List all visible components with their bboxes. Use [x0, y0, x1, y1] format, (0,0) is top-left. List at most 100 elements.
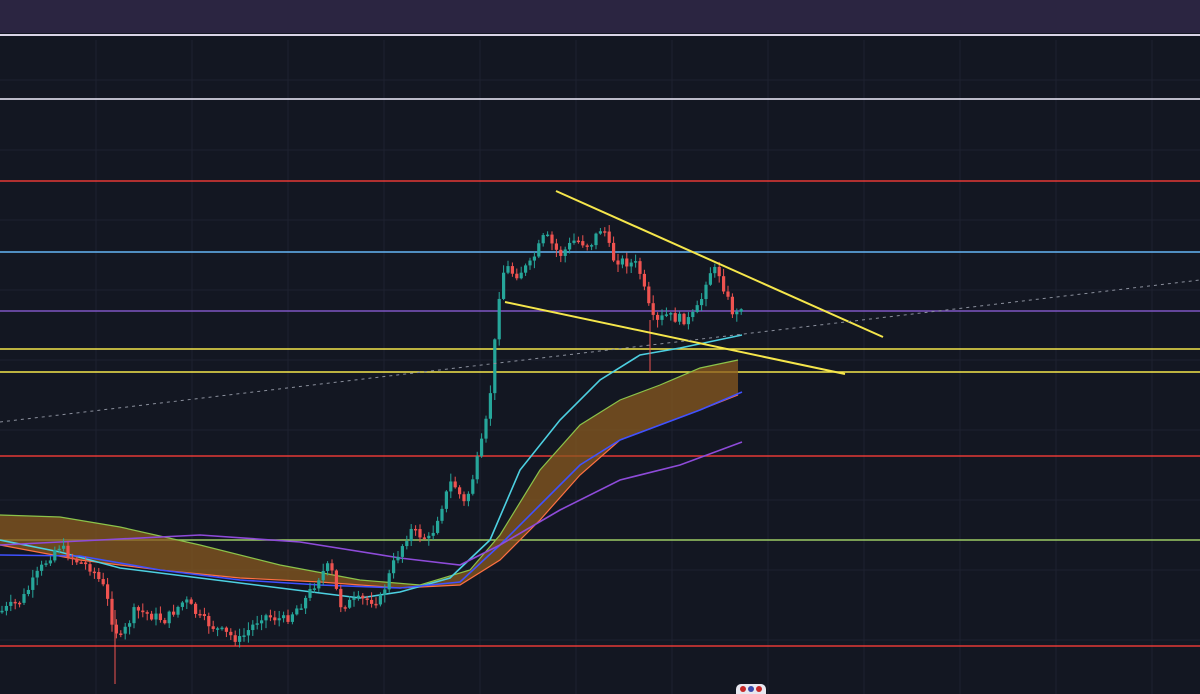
- candle-up: [62, 545, 66, 549]
- candle-up: [704, 284, 708, 300]
- candle-up: [678, 313, 682, 322]
- candle-up: [185, 599, 189, 603]
- candle-up: [383, 589, 387, 595]
- candle-down: [198, 613, 202, 616]
- candle-up: [154, 613, 158, 620]
- candle-down: [722, 276, 726, 292]
- candle-up: [466, 493, 470, 502]
- candle-up: [664, 314, 668, 316]
- candle-down: [202, 614, 206, 617]
- candle-up: [220, 627, 224, 630]
- candle-up: [308, 588, 312, 598]
- candle-up: [537, 243, 541, 257]
- candle-up: [686, 317, 690, 325]
- candle-down: [97, 572, 101, 580]
- candle-up: [519, 272, 523, 279]
- candle-down: [554, 243, 558, 250]
- candle-down: [88, 564, 92, 572]
- candle-up: [594, 233, 598, 246]
- candle-up: [277, 618, 281, 621]
- candle-down: [70, 557, 74, 560]
- candle-down: [158, 613, 162, 621]
- candle-down: [726, 291, 730, 297]
- candle-up: [128, 623, 132, 627]
- candle-up: [634, 261, 638, 263]
- candle-up: [475, 456, 479, 480]
- candle-up: [312, 588, 316, 590]
- candle-up: [242, 635, 246, 637]
- candle-down: [339, 588, 343, 608]
- candle-up: [180, 602, 184, 607]
- candle-down: [163, 620, 167, 624]
- flag-badge-icon[interactable]: [736, 684, 766, 694]
- candle-up: [392, 560, 396, 574]
- horizontal-levels: [0, 98, 1200, 647]
- candle-down: [607, 231, 611, 243]
- candle-up: [35, 570, 39, 578]
- candle-down: [370, 599, 374, 604]
- candle-down: [110, 598, 114, 625]
- moving-average-line-2: [0, 391, 743, 589]
- candle-down: [458, 487, 462, 495]
- candle-up: [405, 541, 409, 547]
- candle-up: [326, 563, 330, 571]
- candle-down: [119, 633, 123, 635]
- candle-up: [691, 311, 695, 318]
- grid-layer: [0, 40, 1200, 694]
- candle-up: [22, 594, 26, 603]
- candle-up: [528, 260, 532, 266]
- candle-down: [585, 245, 589, 247]
- candle-down: [101, 579, 105, 585]
- candle-up: [4, 605, 8, 611]
- candle-down: [510, 266, 514, 274]
- candle-up: [264, 615, 268, 621]
- candle-down: [136, 607, 140, 611]
- candle-up: [449, 481, 453, 492]
- candle-up: [282, 615, 286, 619]
- candle-down: [612, 242, 616, 261]
- candle-down: [268, 615, 272, 618]
- candle-down: [84, 562, 88, 565]
- candle-up: [590, 245, 594, 247]
- candle-up: [317, 580, 321, 589]
- candle-up: [321, 570, 325, 581]
- candle-up: [176, 606, 180, 615]
- candle-down: [224, 627, 228, 632]
- candle-up: [713, 266, 717, 274]
- moving-averages: [0, 334, 743, 599]
- candle-down: [150, 613, 154, 620]
- ma-cloud-top-edge: [0, 359, 739, 586]
- flag-dot-icon: [740, 686, 746, 692]
- candle-up: [708, 273, 712, 285]
- candle-up: [167, 611, 171, 624]
- candle-down: [172, 611, 176, 615]
- candle-up: [57, 548, 61, 551]
- candle-down: [211, 626, 215, 629]
- candle-down: [638, 261, 642, 274]
- candle-down: [145, 612, 149, 614]
- candle-down: [682, 313, 686, 325]
- candle-down: [365, 598, 369, 600]
- candle-up: [444, 491, 448, 509]
- trendlines: [0, 190, 1200, 423]
- candle-down: [330, 563, 334, 571]
- candle-down: [673, 313, 677, 322]
- candle-up: [40, 564, 44, 571]
- candle-up: [669, 313, 673, 315]
- candle-down: [141, 610, 145, 613]
- candle-down: [462, 494, 466, 502]
- candle-down: [656, 314, 660, 320]
- candles: [0, 225, 743, 684]
- candle-down: [651, 303, 655, 315]
- top-banner-border: [0, 34, 1200, 36]
- candle-down: [730, 296, 734, 315]
- candle-down: [106, 584, 110, 599]
- candle-up: [295, 608, 299, 615]
- wedge-trendline: [504, 301, 846, 375]
- candle-up: [356, 595, 360, 598]
- candle-up: [44, 563, 48, 565]
- candle-up: [524, 265, 528, 273]
- candle-down: [559, 249, 563, 256]
